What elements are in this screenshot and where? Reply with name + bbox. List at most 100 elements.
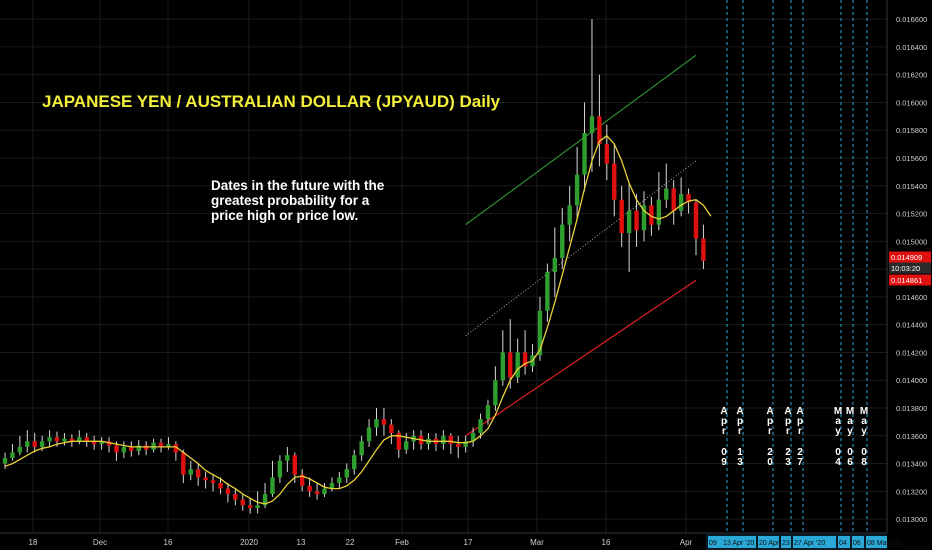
price-badge-2: 0.014861: [889, 274, 931, 286]
date-strip-text-2: 20 Apr '20: [759, 540, 790, 547]
candle-body-74: [552, 258, 558, 272]
forecast-label-7-day-1: 8: [861, 457, 867, 468]
y-tick-1: 0.013200: [896, 487, 927, 496]
candle-body-64: [478, 419, 483, 433]
forecast-label-6: May 06: [846, 406, 854, 468]
candle-body-3: [25, 441, 30, 447]
y-tick-17: 0.016400: [896, 43, 927, 52]
forecast-label-4-day-0: 2: [797, 447, 803, 458]
x-tick-9: 16: [602, 538, 611, 547]
forecast-label-2-day-0: 2: [767, 447, 773, 458]
candle-body-59: [441, 435, 446, 445]
forecast-label-1: Apr 13: [736, 406, 743, 468]
forecast-label-1-day-0: 1: [737, 447, 743, 458]
candle-body-25: [188, 469, 193, 475]
forecast-label-5: May 04: [834, 406, 842, 468]
forecast-label-1-day-1: 3: [737, 457, 743, 468]
date-strip-text-0: 09: [709, 540, 717, 547]
price-badges: 0.014909 10:03:20 0.014861: [889, 251, 931, 286]
price-badge-1: 10:03:20: [889, 262, 931, 274]
date-strip-bg-5: [838, 536, 850, 548]
forecast-label-2-day-1: 0: [767, 457, 773, 468]
date-strip-item-4: 27 Apr '20: [793, 536, 836, 548]
date-strip-text-3: 23: [782, 540, 790, 547]
candle-body-92: [686, 194, 691, 203]
date-strip-bg-0: [708, 536, 722, 548]
candle-body-9: [69, 438, 75, 442]
date-strip-item-1: 13 Apr '20: [722, 536, 756, 548]
y-tick-8: 0.014600: [896, 293, 927, 302]
candle-body-21: [158, 442, 164, 447]
x-tick-8: Mar: [530, 538, 544, 547]
forecast-label-6-month-0: M: [846, 406, 854, 417]
trendline-0: [465, 54, 697, 226]
forecast-label-1-month-2: r: [738, 426, 742, 437]
forecast-label-7-month-2: y: [861, 426, 867, 437]
price-badge-bg-0: [889, 251, 931, 263]
date-strip-text-6: 06: [853, 540, 861, 547]
date-strip-text-1: 13 Apr '20: [723, 540, 754, 547]
candle-body-24: [181, 452, 186, 475]
forecast-label-4-month-0: A: [796, 406, 803, 417]
date-strip-bg-3: [781, 536, 791, 548]
candle-body-63: [470, 433, 476, 442]
candle-body-18: [136, 445, 141, 452]
forecast-label-4-month-2: r: [798, 426, 802, 437]
date-strip-text-5: 04: [839, 540, 847, 547]
forecast-label-2-month-2: r: [768, 426, 772, 437]
forecast-label-0-month-0: A: [720, 406, 727, 417]
forecast-label-5-month-0: M: [834, 406, 842, 417]
forecast-label-6-day-0: 0: [847, 447, 853, 458]
y-tick-14: 0.015800: [896, 126, 927, 135]
forecast-label-5-month-2: y: [835, 426, 841, 437]
candle-body-23: [173, 444, 179, 453]
candle-body-69: [515, 352, 520, 378]
x-tick-7: 17: [464, 538, 473, 547]
candle-body-49: [366, 427, 372, 442]
y-tick-16: 0.016200: [896, 71, 927, 80]
x-tick-10: Apr: [680, 538, 693, 547]
forecast-label-6-month-2: y: [847, 426, 853, 437]
candle-body-7: [54, 437, 60, 442]
date-strip-bg-7: [866, 536, 887, 548]
candle-body-50: [374, 419, 379, 428]
candle-body-48: [359, 441, 364, 456]
forecast-label-0-month-2: r: [722, 426, 726, 437]
date-strip-item-3: 23: [781, 536, 791, 548]
candle-body-79: [589, 116, 595, 133]
candle-body-36: [270, 477, 275, 495]
candle-body-32: [240, 499, 245, 506]
candle-body-10: [77, 437, 82, 442]
candle-body-77: [574, 174, 580, 206]
candle-body-20: [151, 442, 156, 450]
y-tick-15: 0.016000: [896, 98, 927, 107]
forecast-label-2-month-0: A: [766, 406, 773, 417]
x-tick-0: 18: [29, 538, 38, 547]
forecast-label-1-month-1: p: [737, 416, 743, 427]
candles: [2, 19, 706, 514]
candle-body-15: [114, 445, 119, 453]
candle-body-45: [337, 477, 342, 483]
forecast-label-6-day-1: 6: [847, 457, 853, 468]
candle-body-2: [17, 446, 23, 453]
date-strip-bg-6: [852, 536, 864, 548]
candle-body-86: [641, 205, 647, 231]
candle-body-30: [225, 488, 231, 495]
candle-body-78: [582, 133, 587, 175]
forecast-label-4: Apr 27: [796, 406, 803, 468]
forecast-date-lines: [726, 0, 868, 533]
candle-body-37: [277, 460, 283, 478]
y-tick-6: 0.014200: [896, 348, 927, 357]
candle-body-5: [39, 441, 45, 447]
candle-body-94: [701, 238, 706, 261]
y-tick-18: 0.016600: [896, 15, 927, 24]
candle-body-85: [634, 210, 639, 231]
price-badge-text-0: 0.014909: [891, 253, 922, 262]
candle-body-68: [508, 352, 513, 378]
forecast-label-7-month-1: a: [861, 416, 867, 427]
price-badge-text-2: 0.014861: [891, 276, 922, 285]
candle-body-53: [396, 433, 401, 450]
candle-body-42: [314, 491, 320, 495]
